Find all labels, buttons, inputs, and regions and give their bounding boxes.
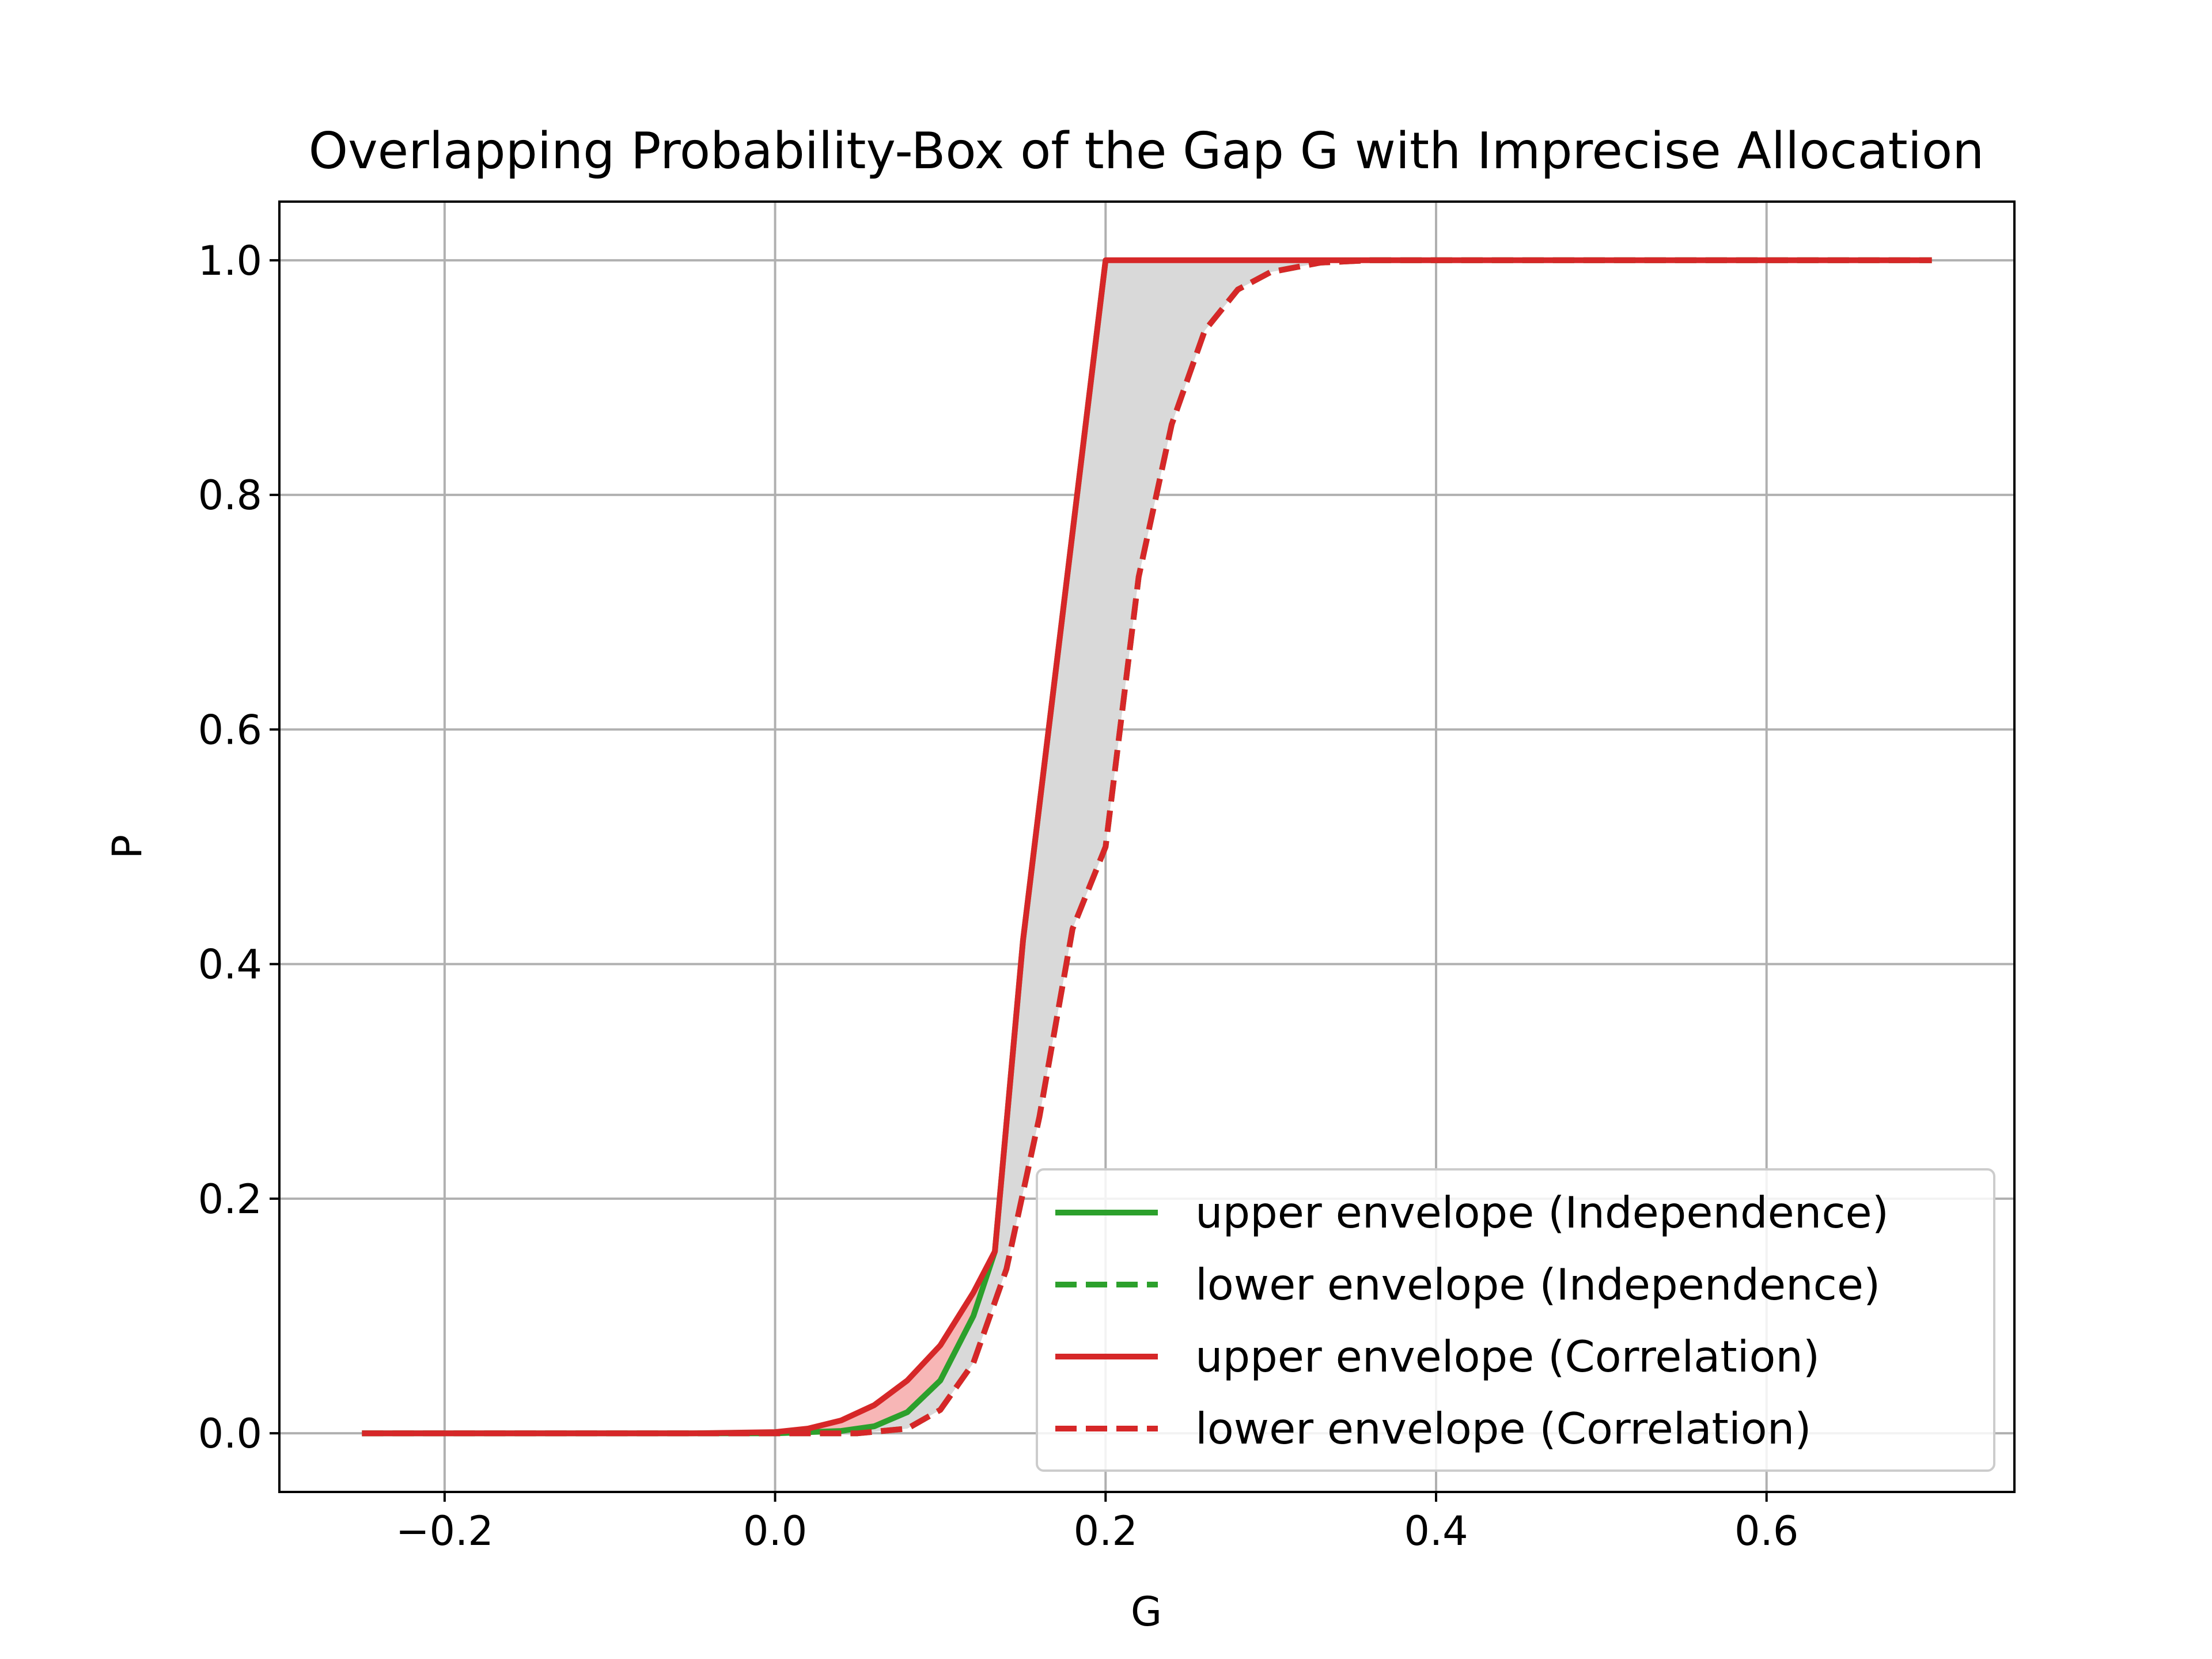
x-tick-label: 0.6 xyxy=(1734,1508,1798,1555)
y-tick-label: 0.6 xyxy=(198,706,262,753)
y-tick-label: 1.0 xyxy=(198,237,262,285)
y-tick-label: 0.2 xyxy=(198,1176,262,1223)
legend-label: upper envelope (Correlation) xyxy=(1195,1331,1820,1382)
x-tick-label: 0.0 xyxy=(743,1508,807,1555)
y-axis-label: P xyxy=(104,835,151,859)
y-tick-label: 0.0 xyxy=(198,1410,262,1457)
chart-title: Overlapping Probability-Box of the Gap G… xyxy=(309,122,1984,180)
plot-frame xyxy=(278,200,2016,1493)
x-axis-label: G xyxy=(1131,1588,1162,1635)
envelope-lines xyxy=(362,257,1932,1437)
envelope-fills xyxy=(362,260,1932,1434)
series-line-3 xyxy=(362,257,1932,1437)
x-tick-label: 0.4 xyxy=(1404,1508,1468,1555)
legend-label: lower envelope (Correlation) xyxy=(1195,1403,1811,1454)
legend-label: lower envelope (Independence) xyxy=(1195,1259,1880,1310)
legend-box xyxy=(1036,1168,1995,1472)
y-tick-label: 0.8 xyxy=(198,472,262,519)
y-tick-label: 0.4 xyxy=(198,941,262,988)
legend-label: upper envelope (Independence) xyxy=(1195,1187,1889,1238)
legend: upper envelope (Independence) lower envel… xyxy=(1036,1168,1995,1472)
y-axis-ticks: 0.0 0.2 0.4 0.6 0.8 1.0 xyxy=(198,237,279,1457)
x-tick-label: −0.2 xyxy=(396,1508,494,1555)
x-tick-label: 0.2 xyxy=(1074,1508,1138,1555)
x-axis-ticks: −0.2 0.0 0.2 0.4 0.6 xyxy=(396,1492,1798,1555)
pbox-band xyxy=(362,260,1932,1434)
